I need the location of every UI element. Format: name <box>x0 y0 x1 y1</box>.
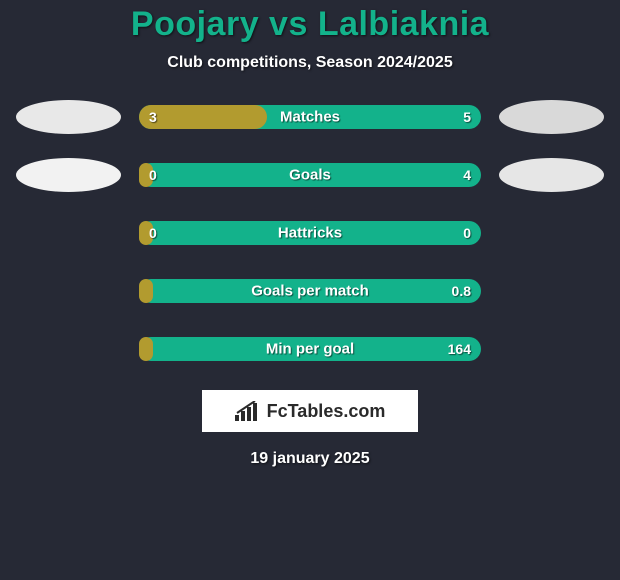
stat-bar: 164 Min per goal <box>139 337 481 361</box>
player-oval-right <box>499 158 604 192</box>
logo-box[interactable]: FcTables.com <box>202 390 418 432</box>
player-oval-right <box>499 100 604 134</box>
bar-left-fill <box>139 279 153 303</box>
stat-value-right: 164 <box>448 341 471 357</box>
stat-row: 0 4 Goals <box>0 158 620 192</box>
rows-container: 3 5 Matches 0 4 Goals 0 0 Hattricks 0.8 Goals per … <box>0 100 620 366</box>
page-title: Poojary vs Lalbiaknia <box>0 5 620 44</box>
stat-label: Goals <box>289 167 331 184</box>
oval-spacer <box>16 332 121 366</box>
logo-icon <box>235 401 261 421</box>
stat-label: Hattricks <box>278 225 342 242</box>
stat-value-right: 4 <box>463 167 471 183</box>
stat-value-left: 0 <box>149 225 157 241</box>
stat-bar: 0 4 Goals <box>139 163 481 187</box>
stat-row: 0.8 Goals per match <box>0 274 620 308</box>
stat-row: 3 5 Matches <box>0 100 620 134</box>
player-oval-left <box>16 158 121 192</box>
stat-label: Matches <box>280 109 340 126</box>
stat-value-left: 0 <box>149 167 157 183</box>
oval-spacer <box>499 332 604 366</box>
stat-label: Min per goal <box>266 341 354 358</box>
oval-spacer <box>16 216 121 250</box>
stat-label: Goals per match <box>251 283 369 300</box>
logo-text: FcTables.com <box>267 401 386 422</box>
stat-value-right: 0.8 <box>452 283 471 299</box>
stat-row: 164 Min per goal <box>0 332 620 366</box>
oval-spacer <box>499 216 604 250</box>
stat-bar: 3 5 Matches <box>139 105 481 129</box>
oval-spacer <box>16 274 121 308</box>
stat-value-right: 5 <box>463 109 471 125</box>
bar-left-fill <box>139 337 153 361</box>
oval-spacer <box>499 274 604 308</box>
bar-left-fill <box>139 105 267 129</box>
stat-row: 0 0 Hattricks <box>0 216 620 250</box>
stat-value-left: 3 <box>149 109 157 125</box>
subtitle: Club competitions, Season 2024/2025 <box>0 54 620 72</box>
stat-value-right: 0 <box>463 225 471 241</box>
comparison-infographic: Poojary vs Lalbiaknia Club competitions,… <box>0 0 620 468</box>
date-label: 19 january 2025 <box>0 450 620 468</box>
stat-bar: 0.8 Goals per match <box>139 279 481 303</box>
player-oval-left <box>16 100 121 134</box>
stat-bar: 0 0 Hattricks <box>139 221 481 245</box>
